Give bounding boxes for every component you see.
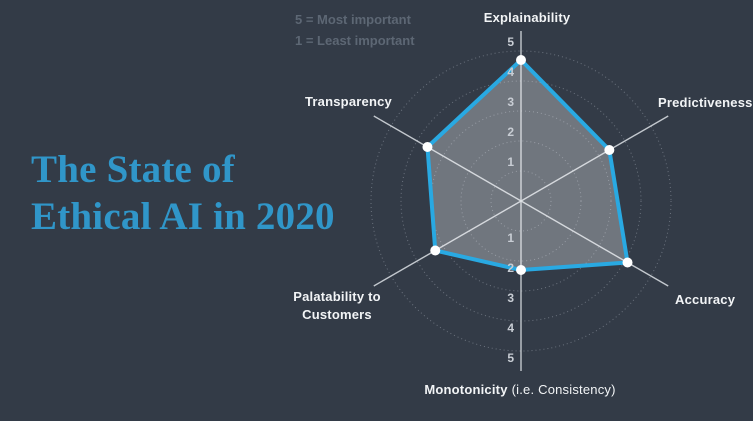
scale-legend-least: 1 = Least important [295, 33, 415, 48]
axis-label-monotonicity-note: (i.e. Consistency) [511, 382, 616, 397]
data-point-dot [430, 245, 441, 256]
data-point-dot [516, 265, 526, 275]
axis-tick-label: 5 [507, 35, 514, 49]
grid-circle [490, 170, 552, 232]
data-point-dot [422, 142, 433, 152]
data-point-dot [604, 145, 615, 155]
axis-tick-label: 2 [507, 125, 514, 139]
axis-label-monotonicity: Monotonicity (i.e. Consistency) [424, 382, 615, 397]
axis-label-explainability: Explainability [483, 10, 571, 25]
axis-tick-label: 1 [507, 155, 514, 169]
scale-legend-most: 5 = Most important [295, 12, 411, 27]
axis-label-predictiveness: Predictiveness [658, 95, 753, 110]
data-point-dot [516, 55, 526, 65]
page-title: The State of Ethical AI in 2020 [31, 146, 335, 240]
axis-tick-label: 1 [507, 231, 514, 245]
axis-label-transparency: Transparency [305, 94, 392, 109]
data-point-dot [622, 257, 633, 268]
axis-label-palatability: Palatability to Customers [293, 289, 381, 322]
grid-circle [460, 140, 582, 262]
axis-spoke [373, 115, 669, 287]
axis-tick-label: 5 [507, 351, 514, 365]
axis-tick-label: 3 [507, 95, 514, 109]
axis-tick-label: 4 [507, 321, 514, 335]
grid-circle [430, 110, 612, 292]
page-title-line2: Ethical AI in 2020 [31, 195, 335, 238]
grid-circle [370, 50, 672, 352]
axis-tick-label: 3 [507, 291, 514, 305]
data-polygon [425, 58, 630, 272]
axis-tick-label: 4 [507, 65, 514, 79]
page-title-line1: The State of [31, 148, 235, 191]
scale-legend: 5 = Most important 1 = Least important [295, 9, 415, 51]
axis-label-accuracy: Accuracy [675, 292, 736, 307]
axis-tick-label: 2 [507, 261, 514, 275]
axis-label-monotonicity-main: Monotonicity [424, 382, 508, 397]
